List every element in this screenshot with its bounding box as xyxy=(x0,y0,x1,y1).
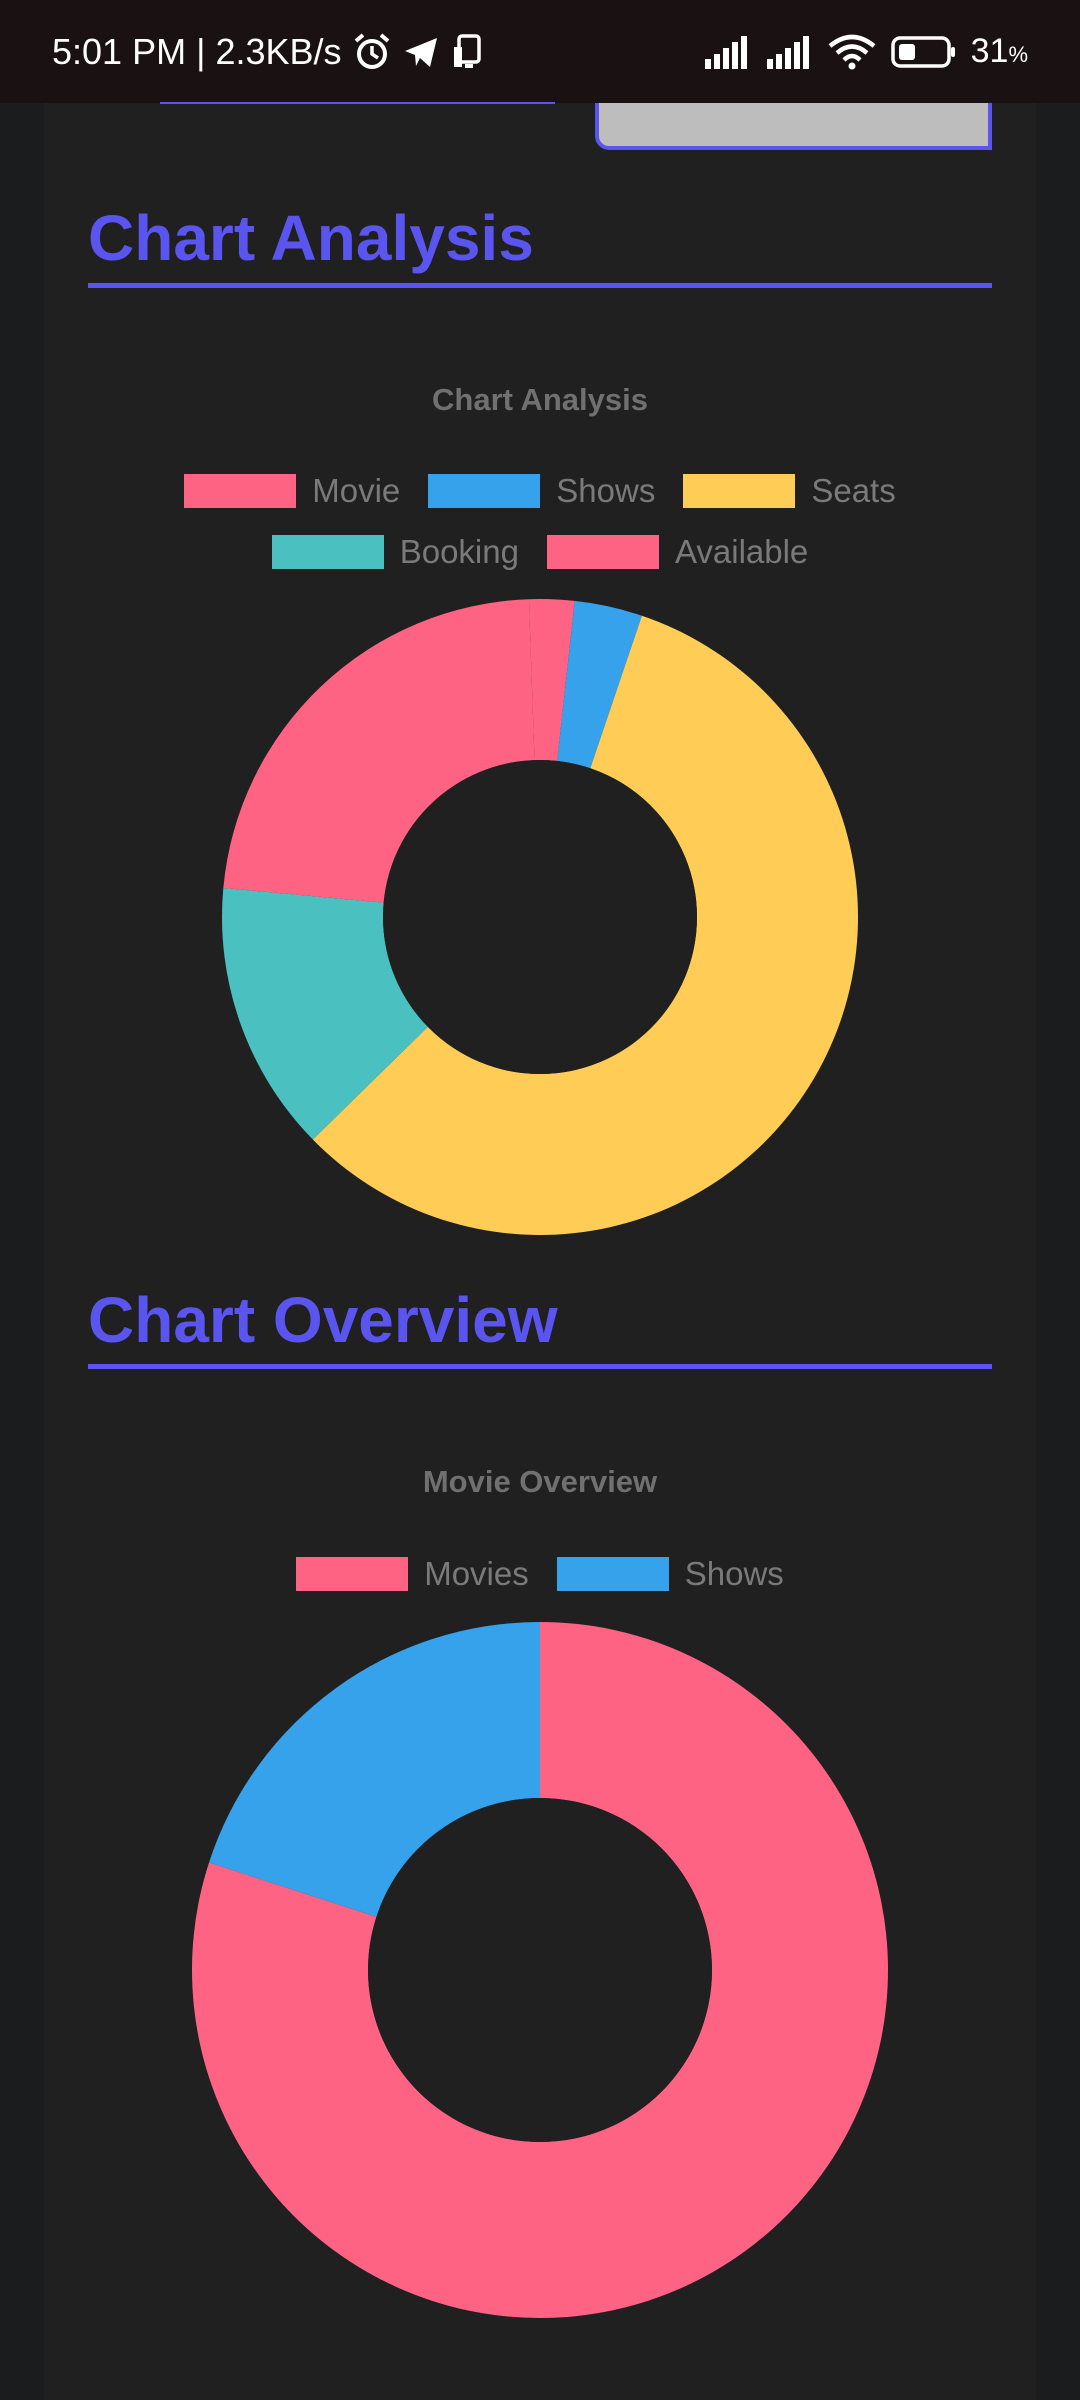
legend-label: Movies xyxy=(424,1555,529,1592)
donut-hole xyxy=(383,760,697,1074)
legend-item[interactable]: Shows xyxy=(428,472,655,510)
legend-label: Shows xyxy=(556,472,656,509)
legend-label: Shows xyxy=(684,1555,784,1592)
donut-chart-overview xyxy=(191,1622,888,2318)
status-bar: 5:01 PM | 2.3KB/s xyxy=(0,0,1080,103)
legend-item[interactable]: Movie xyxy=(184,472,400,510)
donut-hole xyxy=(368,1798,712,2142)
legend-item[interactable]: Seats xyxy=(683,472,896,510)
status-left: 5:01 PM | 2.3KB/s xyxy=(52,0,488,103)
legend-item[interactable]: Booking xyxy=(271,533,519,571)
legend-label: Booking xyxy=(399,533,519,570)
legend-swatch xyxy=(546,535,659,569)
section-rule-overview xyxy=(88,1364,992,1369)
chart-title: Movie Overview xyxy=(422,1464,658,1499)
legend-label: Movie xyxy=(312,472,401,509)
legend-swatch xyxy=(296,1557,409,1591)
signal-icon xyxy=(704,35,747,69)
signal-icon xyxy=(766,35,809,69)
cast-icon xyxy=(453,33,481,68)
legend-label: Seats xyxy=(811,472,896,509)
battery-icon xyxy=(890,35,955,68)
alarm-icon xyxy=(354,32,389,69)
legend-swatch xyxy=(556,1557,669,1591)
previous-section-card xyxy=(595,103,992,150)
status-time: 5:01 PM xyxy=(52,30,187,72)
previous-section-underline xyxy=(160,102,555,104)
legend-swatch xyxy=(683,474,796,508)
pie-slice-shows[interactable] xyxy=(557,600,642,769)
legend-row: Booking Available xyxy=(88,533,992,571)
legend-item[interactable]: Available xyxy=(546,533,809,571)
legend-item[interactable]: Shows xyxy=(556,1555,784,1593)
legend-swatch xyxy=(271,535,384,569)
legend-row: Movies Shows xyxy=(88,1555,992,1593)
pie-slice-booking[interactable] xyxy=(221,887,428,1140)
donut-chart-analysis xyxy=(221,599,858,1235)
pie-slice-movie[interactable] xyxy=(528,599,575,761)
legend-row: Movie Shows Seats xyxy=(88,472,992,510)
legend-item[interactable]: Movies xyxy=(296,1555,529,1593)
battery-level: 31% xyxy=(970,32,1028,70)
section-heading-overview: Chart Overview xyxy=(88,1284,558,1356)
pie-slice-seats[interactable] xyxy=(312,615,858,1235)
section-rule-analysis xyxy=(88,283,992,288)
status-separator: | xyxy=(196,30,206,72)
legend-swatch xyxy=(428,474,541,508)
chart-title: Chart Analysis xyxy=(432,382,648,417)
telegram-icon xyxy=(404,37,437,67)
legend-swatch xyxy=(184,474,297,508)
pie-slice-movies[interactable] xyxy=(191,1622,888,2318)
section-heading-analysis: Chart Analysis xyxy=(88,202,534,274)
wifi-icon xyxy=(828,34,876,69)
pie-slice-shows[interactable] xyxy=(209,1622,540,1917)
pie-slice-available[interactable] xyxy=(223,599,535,903)
legend-label: Available xyxy=(674,533,809,570)
status-net-speed: 2.3KB/s xyxy=(215,30,342,72)
status-right: 31% xyxy=(703,0,1028,103)
